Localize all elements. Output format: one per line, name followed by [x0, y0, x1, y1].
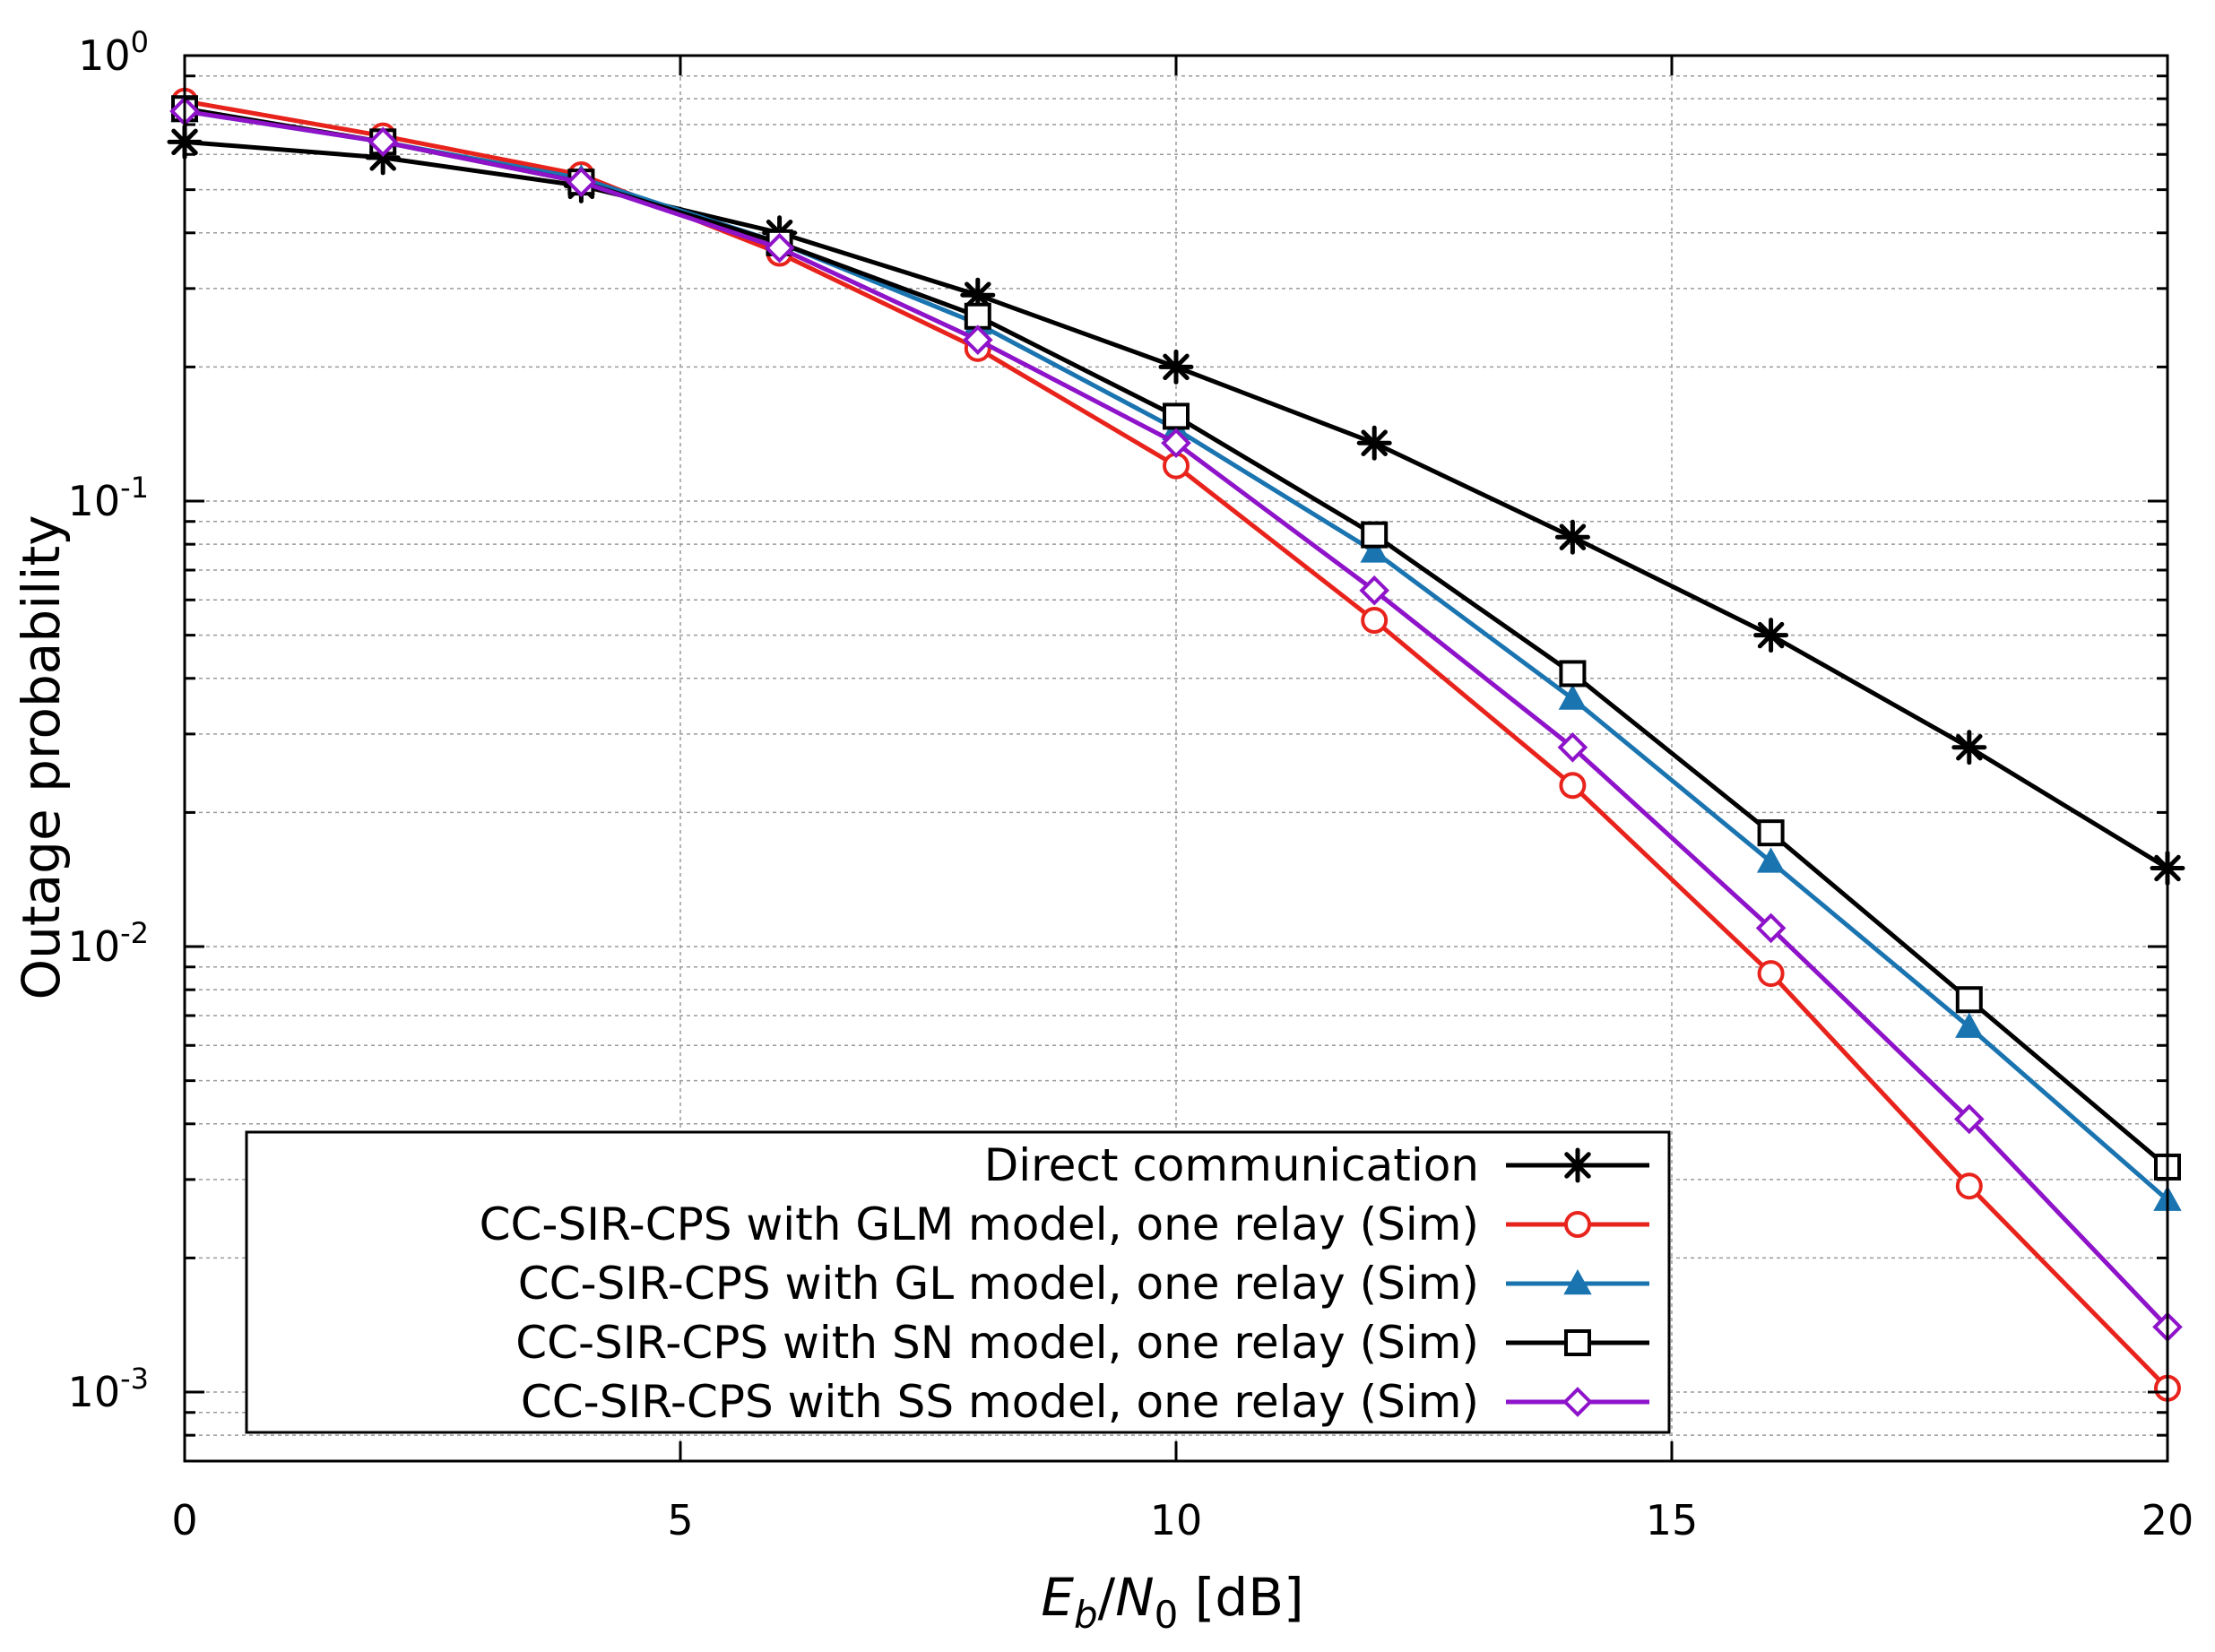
x-tick-label: 5	[667, 1496, 693, 1544]
x-tick-label: 15	[1646, 1496, 1699, 1544]
data-point	[1558, 684, 1588, 710]
x-axis-title-unit: [dB]	[1178, 1567, 1303, 1628]
legend-label: CC-SIR-CPS with GL model, one relay (Sim…	[518, 1258, 1479, 1310]
data-point	[1361, 521, 1389, 549]
plot-frame	[183, 54, 2169, 1463]
y-tick-label: 10-3	[68, 1362, 149, 1416]
legend-label: Direct communication	[984, 1139, 1479, 1191]
legend-entry: CC-SIR-CPS with SS model, one relay (Sim…	[521, 1376, 1649, 1428]
x-axis-title-zero-subscript: 0	[1155, 1593, 1179, 1637]
data-point	[764, 232, 795, 264]
data-point	[368, 126, 399, 158]
data-point	[1953, 1103, 1985, 1135]
legend-label: CC-SIR-CPS with GLM model, one relay (Si…	[480, 1198, 1479, 1250]
data-point	[1158, 349, 1194, 385]
legend-entry: CC-SIR-CPS with GL model, one relay (Sim…	[518, 1258, 1649, 1310]
x-axis-title: Eb/N0 [dB]	[1041, 1567, 1303, 1637]
data-point	[1757, 960, 1785, 988]
data-point	[1955, 986, 1983, 1014]
data-point	[1757, 819, 1785, 847]
data-point	[1951, 730, 1987, 765]
legend: Direct communication CC-SIR-CPS with GLM …	[245, 1130, 1671, 1434]
x-tick-label: 10	[1150, 1496, 1203, 1544]
legend-entry: CC-SIR-CPS with GLM model, one relay (Si…	[480, 1198, 1649, 1250]
data-point	[1161, 428, 1191, 459]
y-tick-label: 10-1	[68, 471, 149, 525]
legend-marker	[1563, 1268, 1592, 1295]
x-axis-title-b-subscript: b	[1074, 1593, 1098, 1637]
data-point	[1559, 660, 1587, 688]
y-tick-label: 100	[78, 25, 149, 80]
legend-marker	[1564, 1329, 1591, 1356]
x-tick-label: 0	[171, 1496, 197, 1544]
legend-marker	[1560, 1147, 1596, 1183]
data-point	[1955, 1012, 1984, 1038]
data-point	[964, 302, 991, 330]
legend-marker	[1564, 1211, 1591, 1238]
data-point	[1755, 912, 1787, 944]
y-tick-label: 10-2	[68, 916, 149, 971]
data-point	[1360, 537, 1389, 563]
legend-label: CC-SIR-CPS with SN model, one relay (Sim…	[515, 1317, 1479, 1369]
data-point	[962, 324, 993, 356]
data-point	[1753, 618, 1789, 653]
legend-box	[245, 1130, 1671, 1434]
data-point	[1756, 847, 1786, 873]
data-point	[1559, 772, 1587, 800]
x-axis-title-slash: /	[1098, 1567, 1116, 1628]
data-point	[566, 167, 597, 197]
data-point	[1361, 607, 1389, 635]
x-axis-title-e: E	[1041, 1567, 1074, 1628]
data-point	[1163, 402, 1190, 430]
data-point	[1554, 519, 1590, 555]
data-point	[1557, 731, 1588, 763]
data-point	[1356, 425, 1392, 461]
tick-labels: 0 5 10 15 20 100 10-1 10-2 10-3	[68, 25, 2194, 1544]
series-layer	[167, 87, 2185, 1402]
data-point	[1359, 575, 1390, 606]
legend-entry: CC-SIR-CPS with SN model, one relay (Sim…	[515, 1317, 1649, 1369]
x-tick-label: 20	[2141, 1496, 2194, 1544]
legend-marker	[1562, 1387, 1593, 1417]
y-axis-title: Outage probability	[11, 515, 72, 999]
legend-entry: Direct communication	[984, 1139, 1649, 1191]
x-axis-title-n: N	[1115, 1567, 1154, 1628]
legend-label: CC-SIR-CPS with SS model, one relay (Sim…	[521, 1376, 1479, 1428]
data-point	[1955, 1172, 1983, 1200]
axes	[183, 54, 2169, 1463]
